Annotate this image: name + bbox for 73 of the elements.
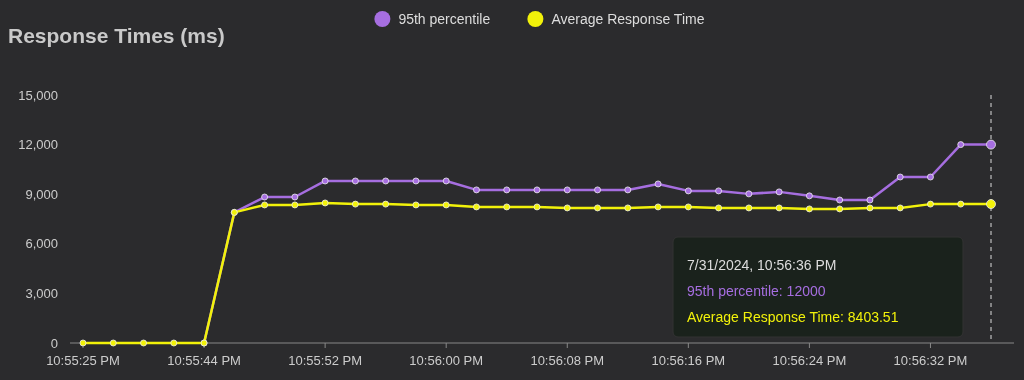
point: [140, 339, 147, 347]
point: [109, 339, 117, 347]
y-tick-label: 3,000: [25, 285, 58, 301]
x-tick-label: 10:56:32 PM: [893, 353, 968, 368]
point: [594, 186, 601, 194]
x-tick-label: 10:55:52 PM: [288, 353, 362, 368]
point: [957, 141, 965, 148]
point: [866, 196, 874, 204]
point: [170, 339, 178, 347]
point: [533, 186, 541, 194]
point: [836, 196, 844, 204]
y-tick-label: 6,000: [25, 236, 58, 252]
point: [563, 204, 571, 212]
point: [352, 200, 359, 208]
x-tick-label: 10:56:16 PM: [651, 353, 726, 368]
y-tick-label: 15,000: [18, 87, 58, 103]
y-tick-label: 0: [50, 335, 58, 351]
point: [806, 192, 813, 200]
point: [594, 204, 601, 212]
point: [352, 177, 359, 185]
point: [927, 200, 934, 208]
x-tick-label: 10:56:00 PM: [409, 353, 484, 368]
x-tick-label: 10:55:44 PM: [167, 353, 241, 368]
point: [775, 188, 783, 196]
point: [321, 177, 329, 185]
annotation: 95th percentile: 12000: [687, 283, 826, 299]
point: [261, 193, 268, 201]
point: [503, 186, 511, 194]
point: [745, 190, 753, 198]
point: [715, 204, 722, 212]
legend-label: 95th percentile: [398, 11, 491, 27]
point: [654, 180, 662, 188]
x-tick-label: 10:55:25 PM: [46, 353, 120, 368]
point: [291, 201, 299, 209]
y-tick-label: 12,000: [18, 137, 58, 153]
point: [473, 186, 480, 194]
point: [957, 200, 965, 208]
legend-label: Average Response Time: [551, 11, 705, 27]
point: [836, 205, 844, 213]
point: [715, 187, 722, 195]
point: [442, 201, 450, 209]
point: [866, 204, 874, 212]
point: [563, 186, 571, 194]
point: [412, 177, 420, 185]
point: [624, 204, 632, 212]
point: [806, 205, 813, 213]
point: [745, 204, 753, 212]
point: [473, 203, 480, 211]
point: [986, 199, 996, 209]
point: [261, 201, 268, 209]
point: [684, 187, 692, 195]
point: [412, 201, 420, 209]
point: [533, 203, 541, 211]
annotation: 7/31/2024, 10:56:36 PM: [687, 257, 837, 273]
y-tick-label: 9,000: [25, 186, 58, 202]
point: [775, 204, 783, 212]
point: [684, 203, 692, 211]
point: [986, 139, 996, 150]
point: [624, 186, 632, 194]
point: [896, 204, 904, 212]
point: [382, 200, 390, 208]
point: [382, 177, 390, 185]
x-tick-label: 10:56:24 PM: [772, 353, 847, 368]
annotation: Average Response Time: 8403.51: [687, 309, 899, 325]
point: [654, 203, 662, 211]
chart-title: Response Times (ms): [8, 24, 225, 47]
point: [442, 177, 450, 185]
point: [291, 193, 299, 201]
x-tick-label: 10:56:08 PM: [530, 353, 605, 368]
point: [927, 173, 934, 181]
point: [503, 203, 511, 211]
point: [321, 199, 329, 207]
point: [896, 173, 904, 181]
